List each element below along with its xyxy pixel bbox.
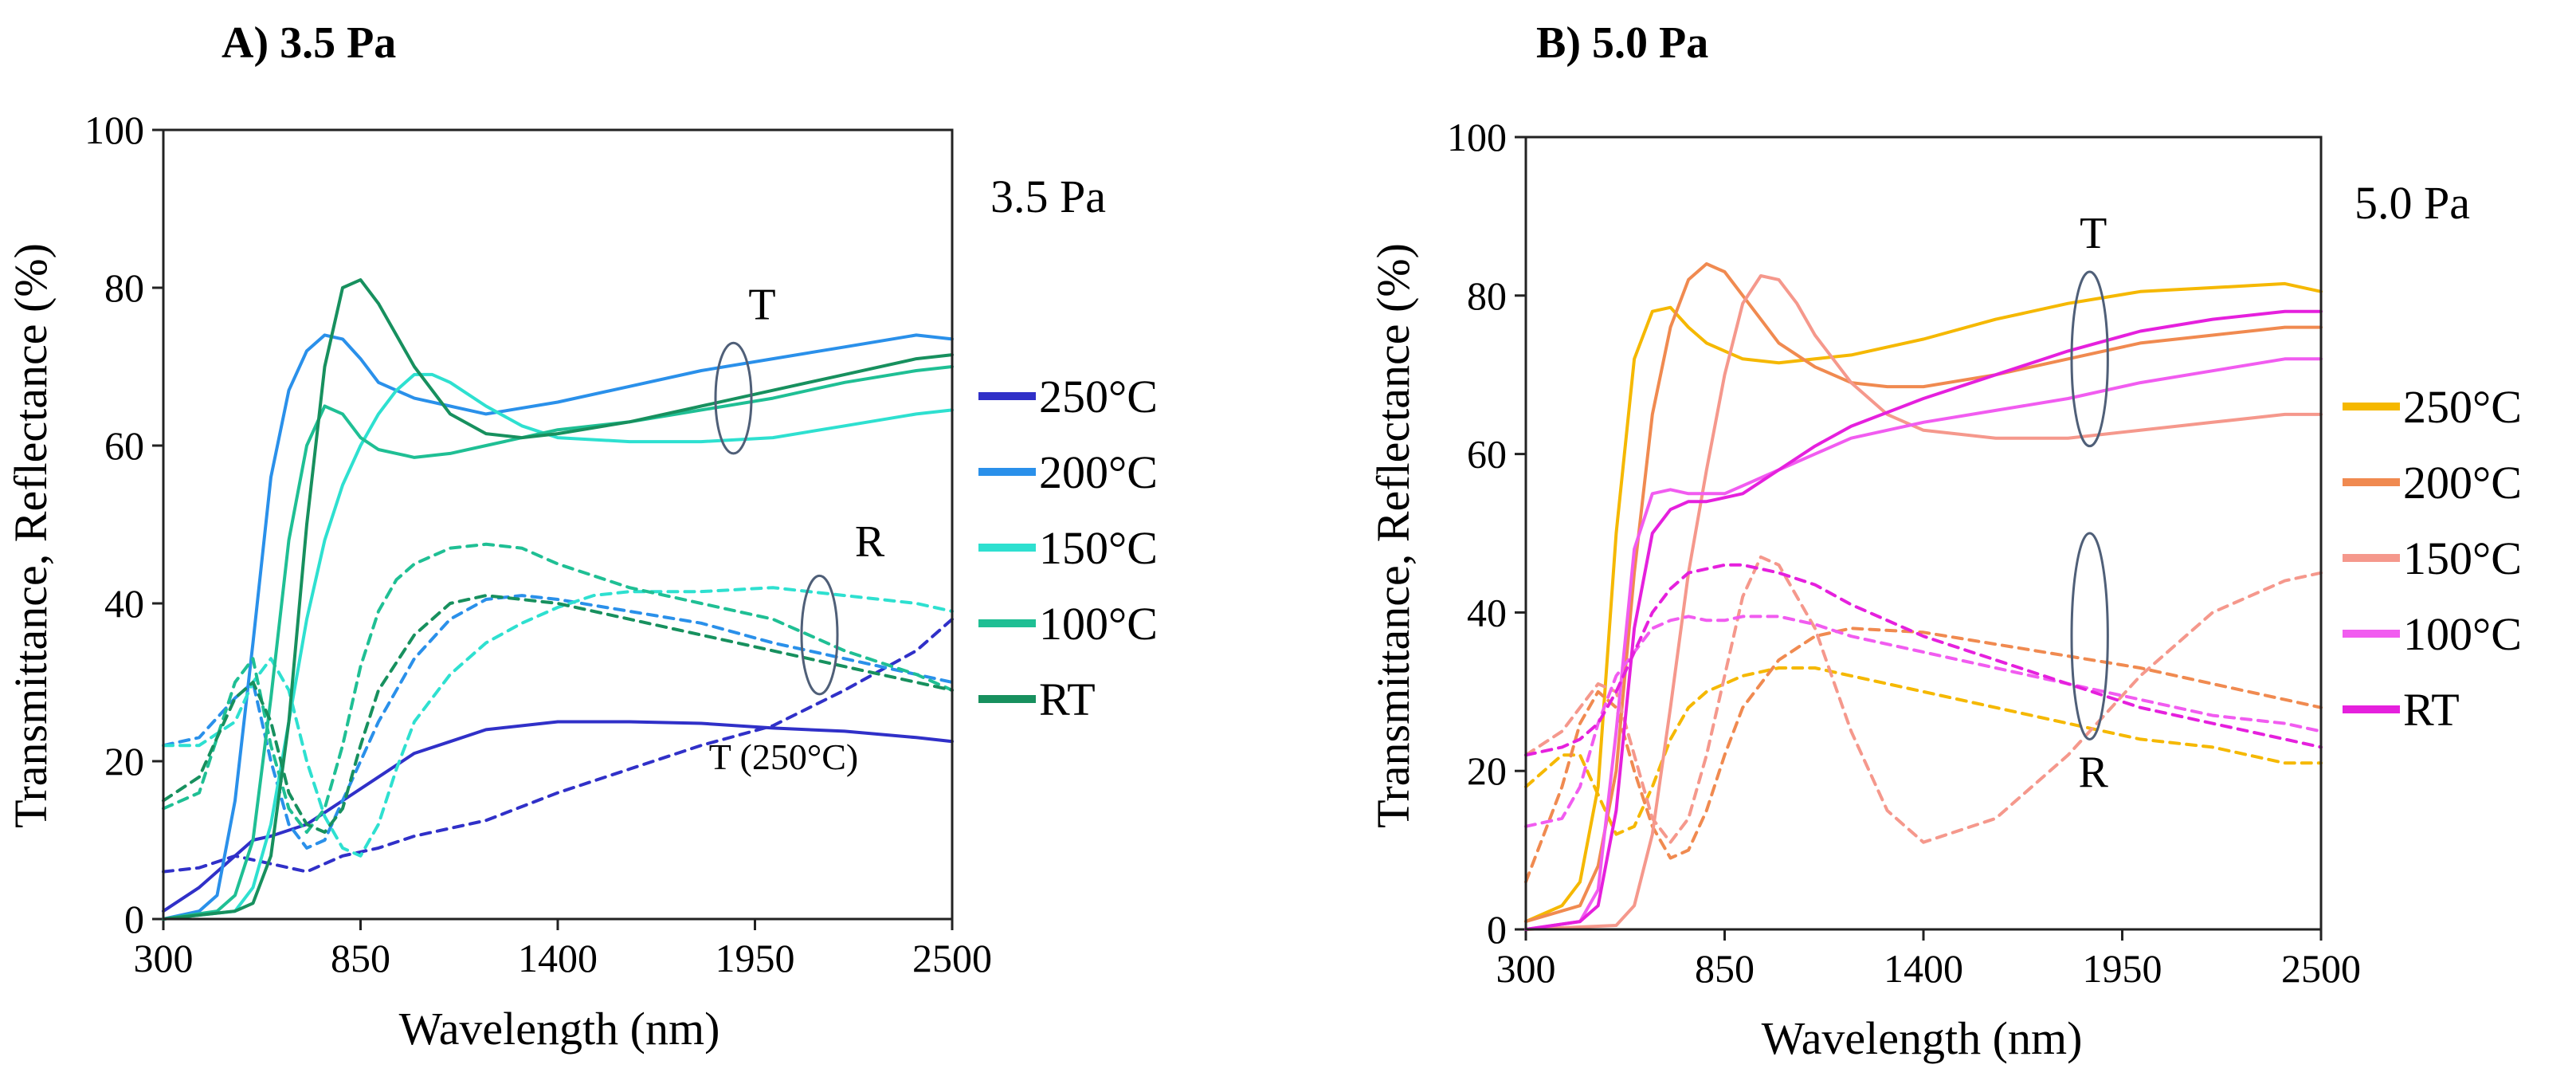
- annotations: T R T (250°C): [709, 281, 885, 777]
- legend-label: RT: [2403, 684, 2460, 736]
- legend-label: 150°C: [1039, 522, 1158, 574]
- annotation-ellipse: [800, 574, 839, 696]
- legend-label: 100°C: [1039, 598, 1158, 650]
- x-axis-label: Wavelength (nm): [1762, 1012, 2083, 1064]
- x-tick-label: 300: [134, 936, 194, 980]
- annotation-ellipses: [2070, 270, 2109, 740]
- panel-title: B) 5.0 Pa: [1536, 18, 1708, 68]
- legend-label: 150°C: [2403, 532, 2522, 584]
- series-line-dashed: [1524, 563, 2323, 757]
- series-line-solid: [162, 365, 954, 921]
- series-line-solid: [1524, 274, 2323, 931]
- x-tick-label: 300: [1496, 946, 1556, 991]
- series-line-dashed: [162, 594, 954, 835]
- annotation-t-label: T: [748, 281, 775, 330]
- annotation-ellipses: [714, 341, 839, 696]
- series-line-solid: [1524, 281, 2323, 924]
- axis-ticks: [152, 128, 954, 930]
- y-tick-label: 20: [1467, 748, 1507, 793]
- panel-b: B) 5.0 Pa Transmittance, Reflectance (%)…: [1367, 18, 2522, 1064]
- series-line-solid: [1524, 262, 2323, 924]
- x-tick-label: 2500: [912, 936, 992, 980]
- series-line-dashed: [1524, 555, 2323, 844]
- series-line-dashed: [162, 617, 954, 874]
- legend-title: 5.0 Pa: [2354, 177, 2470, 229]
- y-tick-label: 60: [1467, 432, 1507, 477]
- y-tick-label: 100: [84, 108, 144, 152]
- series-line-solid: [1524, 357, 2323, 931]
- legend-label: 200°C: [2403, 457, 2522, 509]
- x-tick-label: 2500: [2281, 946, 2361, 991]
- tick-labels: 0 20 40 60 80 100 300 850 1400 1950 2500: [1447, 115, 2361, 991]
- x-tick-label: 1950: [716, 936, 795, 980]
- y-tick-label: 100: [1447, 115, 1507, 159]
- y-axis-label: Transmittance, Reflectance (%): [5, 243, 57, 828]
- annotation-ellipse: [2070, 532, 2109, 740]
- x-tick-label: 1400: [1884, 946, 1963, 991]
- legend-label: 100°C: [2403, 608, 2522, 660]
- legend: 250°C 200°C 150°C 100°C RT: [2343, 381, 2522, 736]
- axis-ticks: [1515, 136, 2323, 941]
- series-line-dashed: [1524, 627, 2323, 884]
- y-axis-label: Transmittance, Reflectance (%): [1367, 243, 1419, 828]
- series-layer: [162, 278, 954, 921]
- series-line-solid: [162, 720, 954, 913]
- series-line-dashed: [162, 586, 954, 858]
- legend-label: RT: [1039, 674, 1096, 725]
- legend: 250°C 200°C 150°C 100°C RT: [978, 371, 1158, 725]
- legend-label: 200°C: [1039, 446, 1158, 498]
- annotation-t250-label: T (250°C): [709, 737, 858, 777]
- legend-title: 3.5 Pa: [990, 171, 1106, 222]
- x-tick-label: 850: [331, 936, 390, 980]
- series-line-solid: [162, 278, 954, 921]
- annotations: TR: [2079, 209, 2109, 797]
- series-line-solid: [162, 333, 954, 921]
- series-layer: [1524, 262, 2323, 931]
- legend-label: 250°C: [2403, 381, 2522, 433]
- series-line-dashed: [1524, 666, 2323, 836]
- series-line-dashed: [162, 594, 954, 850]
- x-tick-label: 850: [1695, 946, 1755, 991]
- series-line-dashed: [162, 542, 954, 835]
- tick-labels: 0 20 40 60 80 100 300 850 1400 1950 2500: [84, 108, 992, 980]
- plot-frame: [162, 128, 954, 921]
- y-tick-label: 80: [1467, 273, 1507, 318]
- panel-title: A) 3.5 Pa: [222, 18, 396, 68]
- plot-frame: [1524, 136, 2323, 931]
- annotation-r-label: R: [855, 517, 885, 567]
- x-axis-label: Wavelength (nm): [399, 1003, 720, 1055]
- annotation-ellipse: [714, 341, 753, 455]
- y-tick-label: 60: [104, 423, 144, 468]
- series-line-dashed: [1524, 615, 2323, 828]
- x-tick-label: 1400: [518, 936, 598, 980]
- series-line-solid: [1524, 309, 2323, 931]
- legend-label: 250°C: [1039, 371, 1158, 422]
- y-tick-label: 40: [1467, 590, 1507, 634]
- y-tick-label: 0: [1487, 907, 1507, 952]
- annotation-ellipse: [2070, 270, 2109, 448]
- x-tick-label: 1950: [2083, 946, 2162, 991]
- y-tick-label: 80: [104, 265, 144, 310]
- annotation-t-label: T: [2080, 209, 2107, 258]
- y-tick-label: 40: [104, 581, 144, 626]
- y-tick-label: 0: [124, 897, 144, 941]
- panel-a: A) 3.5 Pa Transmittance, Reflectance (%)…: [5, 18, 1158, 1055]
- y-tick-label: 20: [104, 739, 144, 784]
- annotation-r-label: R: [2079, 748, 2109, 797]
